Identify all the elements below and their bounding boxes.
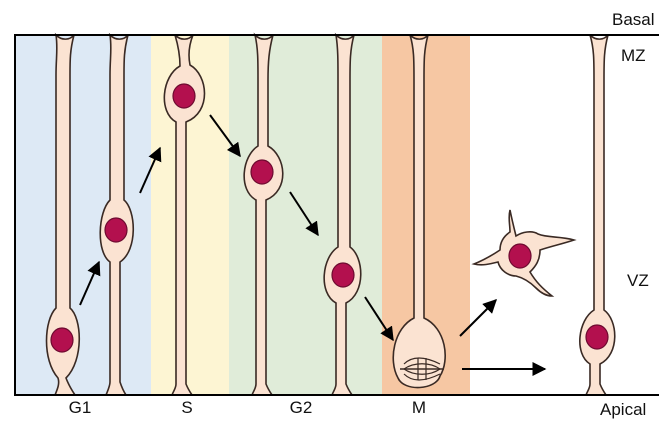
mz-label: MZ xyxy=(621,46,646,65)
apical-label: Apical xyxy=(600,400,647,419)
cell-neuron-migrating xyxy=(471,209,577,297)
arrow-g1-up-2 xyxy=(139,146,162,194)
cell-g2-low xyxy=(323,32,362,396)
cell-s-phase xyxy=(163,34,206,396)
mitotic-spindle xyxy=(400,357,444,381)
basal-label: Basal xyxy=(612,10,655,29)
phase-label-m: M xyxy=(411,398,427,417)
arrow-g2-down-2 xyxy=(364,296,394,342)
phase-label-g1: G1 xyxy=(68,398,92,417)
cell-g1-apical xyxy=(45,32,81,396)
postmitotic-band xyxy=(470,35,659,395)
arrow-s-to-g2 xyxy=(209,114,241,158)
cell-g2-top xyxy=(243,32,284,396)
arrow-to-neuron xyxy=(459,299,497,337)
arrow-g2-down-1 xyxy=(289,191,319,237)
cell-mitotic xyxy=(392,34,446,389)
phase-label-s: S xyxy=(181,398,193,417)
diagram-border xyxy=(14,34,659,396)
arrow-g1-up-1 xyxy=(79,260,101,306)
phase-label-g2: G2 xyxy=(289,398,313,417)
cell-g1-mid xyxy=(99,32,134,396)
cell-daughter-radial-glia xyxy=(579,34,616,396)
vz-label: VZ xyxy=(627,271,649,290)
